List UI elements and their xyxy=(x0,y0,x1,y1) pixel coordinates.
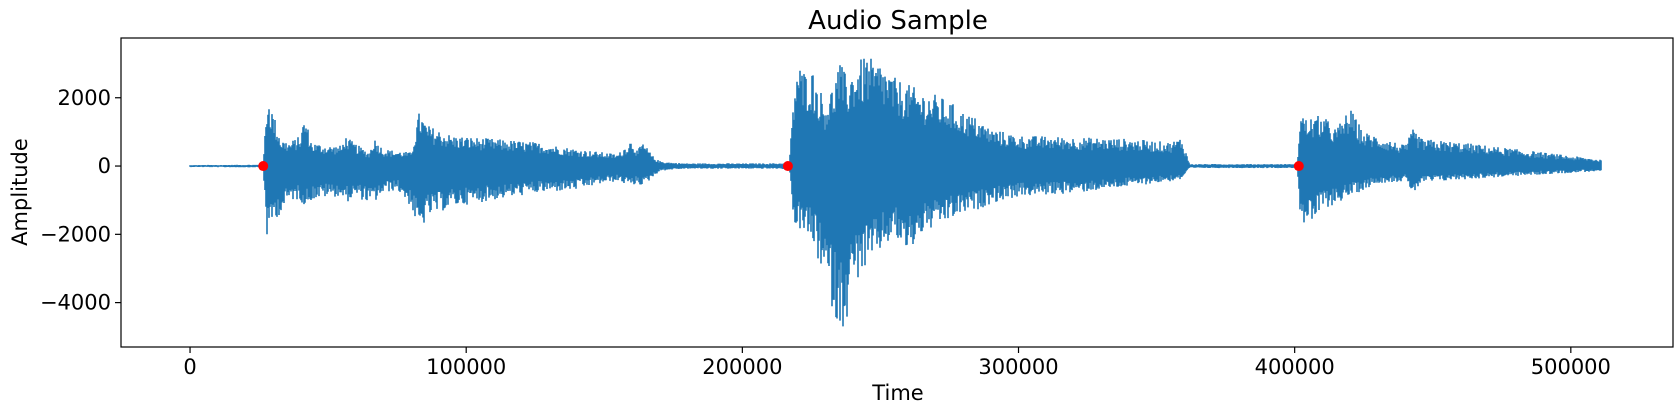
waveform-series xyxy=(189,58,1602,327)
plot-frame xyxy=(120,37,1674,348)
x-tick-label: 300000 xyxy=(978,355,1058,379)
onset-marker xyxy=(1293,161,1304,172)
onset-marker xyxy=(782,161,793,172)
y-tick-label: −4000 xyxy=(40,291,111,315)
x-tick-label: 0 xyxy=(183,355,196,379)
y-tick-label: 0 xyxy=(98,154,111,178)
y-tick-label: −2000 xyxy=(40,222,111,246)
y-axis-ticks: −4000 −2000 0 2000 xyxy=(40,86,121,315)
x-tick-label: 100000 xyxy=(426,355,506,379)
y-axis-label: Amplitude xyxy=(8,138,32,246)
x-tick-label: 500000 xyxy=(1531,355,1611,379)
plot-area xyxy=(189,58,1602,327)
x-tick-label: 200000 xyxy=(702,355,782,379)
chart-title: Audio Sample xyxy=(808,6,988,36)
x-axis-ticks: 0 100000 200000 300000 400000 500000 xyxy=(183,347,1611,379)
y-tick-label: 2000 xyxy=(58,86,111,110)
x-tick-label: 400000 xyxy=(1255,355,1335,379)
x-axis-label: Time xyxy=(871,381,923,405)
onset-marker xyxy=(258,161,269,172)
